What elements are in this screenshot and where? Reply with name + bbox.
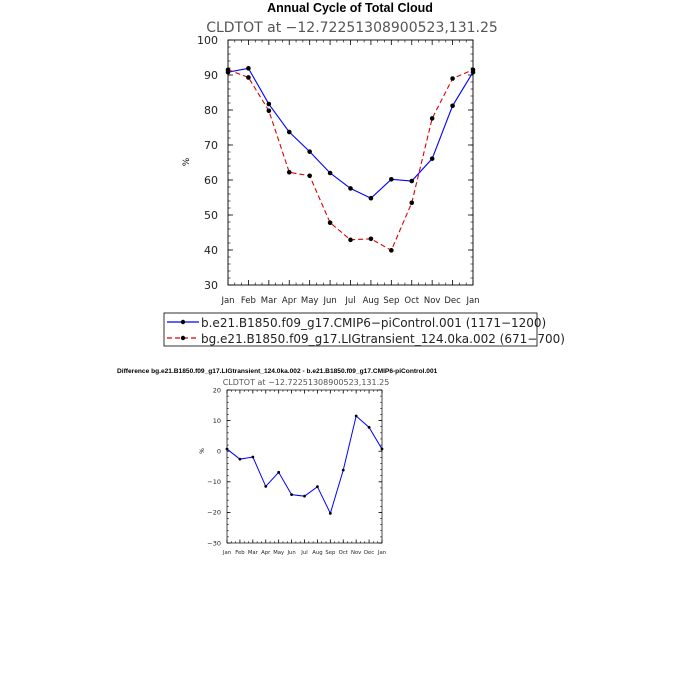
main-chart-series-1-point xyxy=(409,178,415,184)
diff-chart-plot-area: −30 −20 −10 0 10 20 Jan Feb Mar Apr May Jun Jul Aug Se… xyxy=(207,386,386,556)
main-chart-ytick-label: 90 xyxy=(204,69,218,82)
diff-chart-xtick-label: Jan xyxy=(377,550,386,556)
main-chart-series-2-point xyxy=(225,67,231,73)
main-chart-series-2-point xyxy=(266,108,272,113)
main-chart-series-2-point xyxy=(327,220,333,225)
main-chart-series-2-point xyxy=(246,75,251,80)
diff-chart-title: Difference bg.e21.B1850.f09_g17.LIGtrans… xyxy=(117,368,438,375)
main-chart-series-1-point xyxy=(389,177,394,182)
main-chart-series-1-point xyxy=(246,66,251,71)
main-chart-series-2-point xyxy=(409,200,415,206)
main-chart-series-1-point xyxy=(368,195,374,201)
diff-chart-xtick-label: Sep xyxy=(325,550,336,556)
diff-chart-series-1-point xyxy=(328,511,332,515)
main-chart-ytick-label: 30 xyxy=(204,279,218,292)
diff-chart-series-1-point xyxy=(367,425,371,429)
diff-chart-ytick-label: 20 xyxy=(213,386,221,394)
main-chart-series-2-point xyxy=(450,76,455,81)
main-chart-series-2-point xyxy=(389,248,394,253)
main-chart-series-2-point xyxy=(307,173,312,179)
diff-chart-series-1-point xyxy=(316,485,319,489)
diff-chart-xtick-label: Oct xyxy=(339,550,348,556)
main-chart-ytick-label: 80 xyxy=(204,104,218,117)
diff-chart-xtick-label: Feb xyxy=(235,550,245,556)
legend-label-series-1: b.e21.B1850.f09_g17.CMIP6−piControl.001 … xyxy=(201,316,546,330)
main-chart-subtitle: CLDTOT at −12.72251308900523,131.25 xyxy=(206,20,498,36)
main-chart-xtick-label: Jan xyxy=(220,296,234,306)
diff-chart-ytick-label: −30 xyxy=(207,539,221,547)
main-chart-title: Annual Cycle of Total Cloud xyxy=(267,1,433,15)
main-chart-ytick-label: 100 xyxy=(197,34,218,47)
main-chart-xtick-label: Apr xyxy=(282,296,297,306)
diff-chart-series-1-point xyxy=(225,447,229,451)
main-chart-xtick-label: Oct xyxy=(404,296,419,306)
diff-chart-xtick-label: Nov xyxy=(351,550,361,556)
diff-chart-series-1-point xyxy=(341,468,345,472)
main-chart-xtick-label: May xyxy=(301,296,319,306)
diff-chart-ytick-label: 10 xyxy=(213,417,221,425)
diff-chart-ytick-label: −20 xyxy=(207,509,221,517)
diff-chart-xtick-label: Dec xyxy=(364,550,374,556)
main-chart-plot-area: 30 40 50 60 70 80 90 100 Jan Feb Mar Apr May Jun Jul Au… xyxy=(197,34,480,306)
main-chart-series-1-point xyxy=(286,129,292,135)
main-chart-xtick-label: Jun xyxy=(322,296,336,306)
diff-chart-xtick-label: Jul xyxy=(300,550,307,556)
diff-chart-series-1-point xyxy=(251,455,255,459)
diff-chart-series-1-point xyxy=(354,414,358,418)
main-chart-xtick-label: Dec xyxy=(444,296,461,306)
main-chart-series-2-point xyxy=(348,237,353,243)
main-chart-series-1-point xyxy=(450,103,455,109)
main-chart-ytick-label: 60 xyxy=(204,174,218,187)
main-chart-series-1-point xyxy=(429,156,435,161)
legend-marker-series-1 xyxy=(180,319,186,325)
diff-chart-xtick-label: Jun xyxy=(286,550,295,556)
diff-chart-xtick-label: Aug xyxy=(312,550,322,556)
main-chart-series-1-point xyxy=(348,186,353,191)
main-chart-series-2-point xyxy=(286,170,292,175)
diff-chart-series-1-point xyxy=(380,447,384,451)
diff-chart-xtick-label: May xyxy=(273,550,284,556)
diff-chart-xtick-label: Jan xyxy=(222,550,231,556)
diff-chart-series-1-point xyxy=(238,457,242,461)
diff-chart-series-1-point xyxy=(277,470,281,474)
main-chart-ytick-label: 50 xyxy=(204,209,218,222)
main-chart-legend: b.e21.B1850.f09_g17.CMIP6−piControl.001 … xyxy=(163,312,565,347)
main-chart-series-2-point xyxy=(368,236,374,242)
diff-chart-xtick-label: Mar xyxy=(248,550,259,556)
main-chart-series-2-point xyxy=(470,67,476,73)
main-chart-xtick-label: Aug xyxy=(363,296,380,306)
main-chart-xtick-label: Sep xyxy=(383,296,399,306)
main-chart-xtick-label: Jan xyxy=(465,296,479,306)
legend-frame xyxy=(163,312,538,347)
main-chart-ytick-label: 40 xyxy=(204,244,218,257)
main-chart-xtick-label: Feb xyxy=(241,296,256,306)
legend-marker-series-2 xyxy=(180,335,186,341)
main-chart-xtick-label: Mar xyxy=(261,296,278,306)
main-chart-series-1-point xyxy=(266,101,272,107)
diff-chart-series-1-point xyxy=(303,494,306,498)
diff-chart-series-1-point xyxy=(290,493,293,497)
main-chart-xtick-label: Nov xyxy=(424,296,441,306)
diff-chart-series-1-point xyxy=(264,484,268,488)
main-chart-ylabel: % xyxy=(182,157,192,166)
main-chart-series-1-point xyxy=(307,149,312,154)
main-chart-ytick-label: 70 xyxy=(204,139,218,152)
diff-chart-ylabel: % xyxy=(199,448,206,454)
diff-chart-ytick-label: 0 xyxy=(217,447,221,455)
main-chart-xtick-label: Jul xyxy=(344,296,355,306)
main-chart-series-2-point xyxy=(429,116,435,121)
main-chart-series-1-point xyxy=(327,170,333,176)
diff-chart-subtitle: CLDTOT at −12.72251308900523,131.25 xyxy=(223,378,390,387)
diff-chart-xtick-label: Apr xyxy=(261,550,271,556)
diff-chart-ytick-label: −10 xyxy=(207,478,221,486)
legend-label-series-2: bg.e21.B1850.f09_g17.LIGtransient_124.0k… xyxy=(201,332,565,346)
